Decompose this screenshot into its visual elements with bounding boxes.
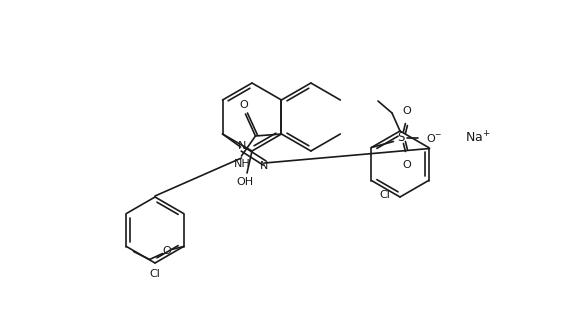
Text: O: O <box>162 246 171 256</box>
Text: S: S <box>398 131 405 144</box>
Text: Cl: Cl <box>379 191 390 201</box>
Text: O: O <box>402 105 411 115</box>
Text: OH: OH <box>236 177 254 187</box>
Text: O$^{-}$: O$^{-}$ <box>427 131 443 144</box>
Text: O: O <box>402 159 411 169</box>
Text: NH: NH <box>234 159 251 169</box>
Text: Cl: Cl <box>150 269 161 279</box>
Text: O: O <box>239 100 248 110</box>
Text: N: N <box>238 141 247 151</box>
Text: N: N <box>260 161 269 171</box>
Text: Na$^{+}$: Na$^{+}$ <box>465 130 491 145</box>
